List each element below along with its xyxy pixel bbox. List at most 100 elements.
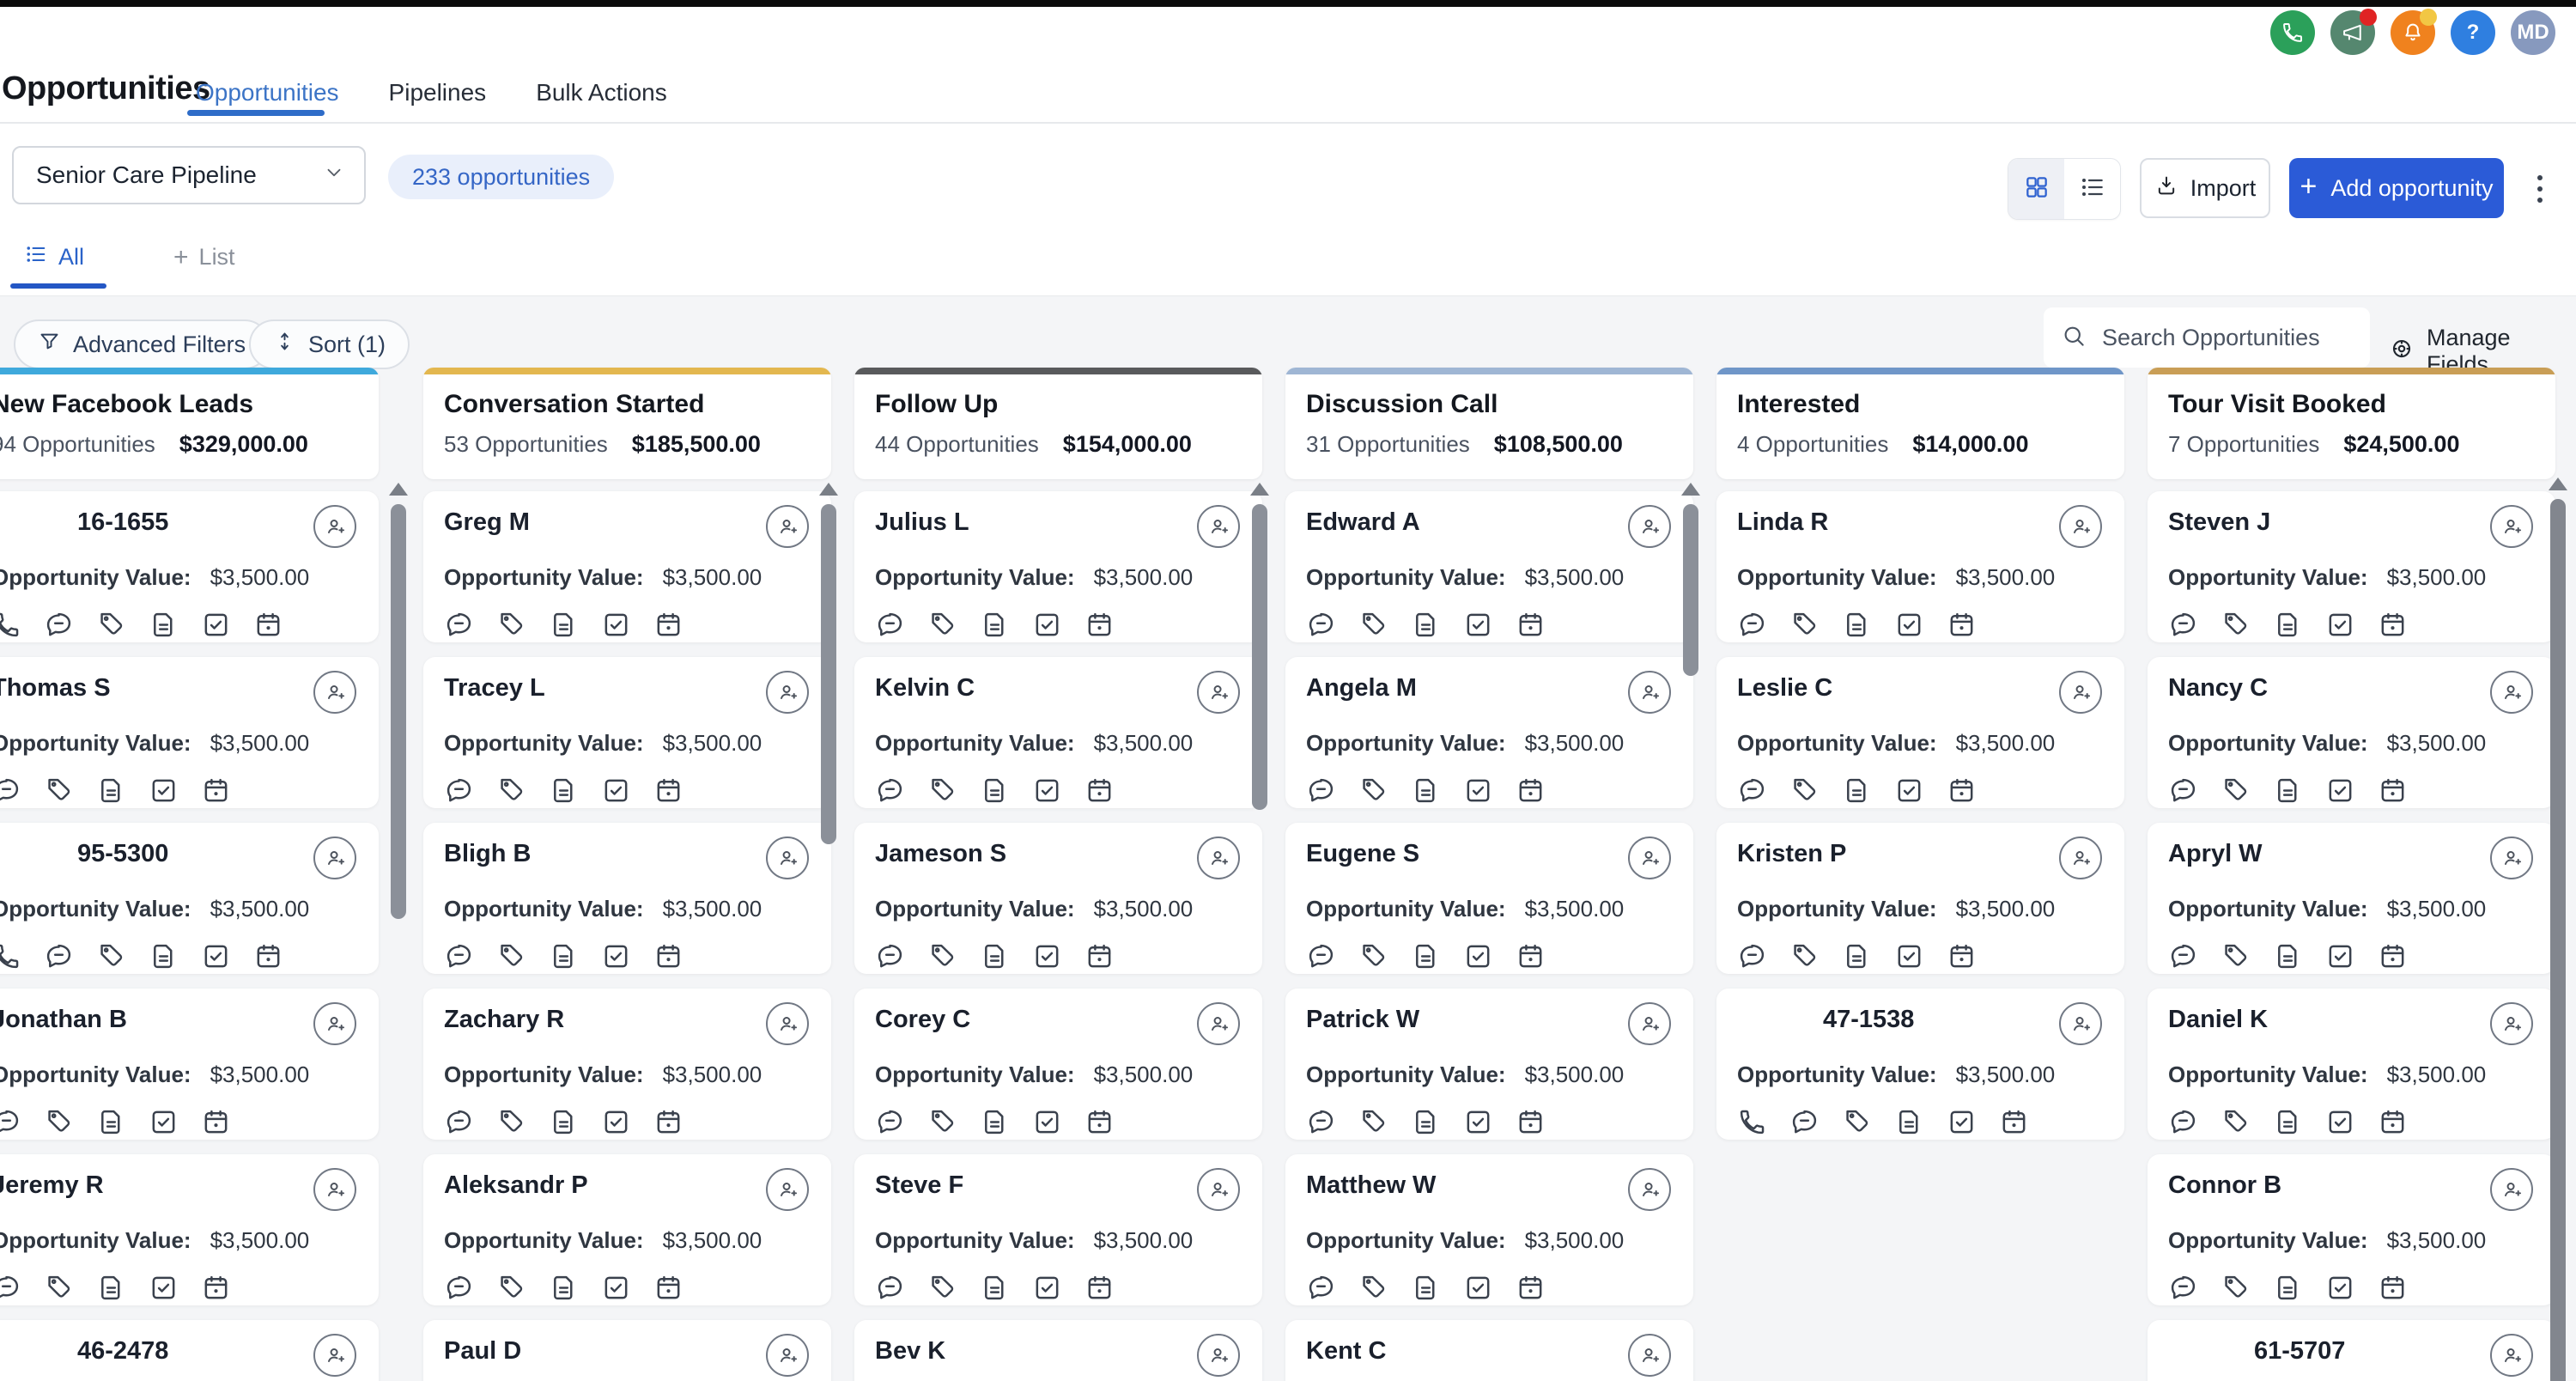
tag-icon[interactable] bbox=[1789, 776, 1820, 806]
opportunity-card[interactable]: Apryl W Opportunity Value: $3,500.00 bbox=[2148, 823, 2555, 974]
scroll-up-arrow[interactable] bbox=[1250, 483, 1269, 496]
tag-icon[interactable] bbox=[927, 1273, 957, 1303]
tag-icon[interactable] bbox=[44, 776, 74, 806]
assign-owner-button[interactable] bbox=[313, 671, 356, 714]
assign-owner-button[interactable] bbox=[1197, 837, 1240, 879]
opportunity-card[interactable]: Patrick W Opportunity Value: $3,500.00 bbox=[1285, 989, 1693, 1140]
task-icon[interactable] bbox=[1032, 610, 1062, 640]
task-icon[interactable] bbox=[1032, 1107, 1062, 1137]
calendar-icon[interactable] bbox=[201, 1107, 231, 1137]
task-icon[interactable] bbox=[1894, 776, 1924, 806]
task-icon[interactable] bbox=[601, 776, 631, 806]
task-icon[interactable] bbox=[601, 1273, 631, 1303]
note-icon[interactable] bbox=[96, 1273, 126, 1303]
bell-circle-button[interactable] bbox=[2391, 9, 2437, 55]
opportunity-card[interactable]: 95-5300 Opportunity Value: $3,500.00 bbox=[0, 823, 379, 974]
opportunity-card[interactable]: 61-5707Opportunity Value:$3,500.00 bbox=[2148, 1320, 2555, 1381]
opportunity-card[interactable]: Kelvin C Opportunity Value: $3,500.00 bbox=[854, 657, 1262, 808]
note-icon[interactable] bbox=[980, 1273, 1010, 1303]
advanced-filters-button[interactable]: Advanced Filters bbox=[14, 319, 270, 369]
scrollbar-thumb[interactable] bbox=[821, 504, 836, 844]
scroll-up-arrow[interactable] bbox=[389, 483, 408, 496]
avatar-circle-button[interactable]: MD bbox=[2511, 10, 2555, 55]
tag-icon[interactable] bbox=[927, 941, 957, 971]
opportunity-card[interactable]: Leslie C Opportunity Value: $3,500.00 bbox=[1716, 657, 2124, 808]
tag-icon[interactable] bbox=[927, 776, 957, 806]
opportunity-card[interactable]: Julius L Opportunity Value: $3,500.00 bbox=[854, 491, 1262, 642]
add-opportunity-button[interactable]: + Add opportunity bbox=[2289, 158, 2504, 218]
column-scrollbar[interactable] bbox=[1681, 483, 1700, 676]
opportunity-card[interactable]: Paul DOpportunity Value:$3,500.00 bbox=[423, 1320, 831, 1381]
sms-icon[interactable] bbox=[1737, 776, 1767, 806]
sms-icon[interactable] bbox=[1306, 776, 1336, 806]
note-icon[interactable] bbox=[2273, 1107, 2303, 1137]
task-icon[interactable] bbox=[201, 610, 231, 640]
calendar-icon[interactable] bbox=[1999, 1107, 2029, 1137]
sms-icon[interactable] bbox=[1789, 1107, 1820, 1137]
calendar-icon[interactable] bbox=[201, 776, 231, 806]
note-icon[interactable] bbox=[549, 610, 579, 640]
opportunity-card[interactable]: Thomas S Opportunity Value: $3,500.00 bbox=[0, 657, 379, 808]
tag-icon[interactable] bbox=[2221, 1107, 2251, 1137]
opportunity-card[interactable]: Matthew W Opportunity Value: $3,500.00 bbox=[1285, 1154, 1693, 1305]
assign-owner-button[interactable] bbox=[313, 1334, 356, 1377]
calendar-icon[interactable] bbox=[2378, 1273, 2408, 1303]
assign-owner-button[interactable] bbox=[1197, 1002, 1240, 1045]
calendar-icon[interactable] bbox=[2378, 610, 2408, 640]
calendar-icon[interactable] bbox=[1084, 776, 1115, 806]
assign-owner-button[interactable] bbox=[1628, 671, 1671, 714]
opportunity-card[interactable]: Jonathan B Opportunity Value: $3,500.00 bbox=[0, 989, 379, 1140]
assign-owner-button[interactable] bbox=[2059, 1002, 2102, 1045]
task-icon[interactable] bbox=[1463, 610, 1493, 640]
opportunity-card[interactable]: 16-1655 Opportunity Value: $3,500.00 bbox=[0, 491, 379, 642]
sms-icon[interactable] bbox=[444, 941, 474, 971]
sms-icon[interactable] bbox=[1306, 1273, 1336, 1303]
sms-icon[interactable] bbox=[2168, 1273, 2198, 1303]
task-icon[interactable] bbox=[149, 1107, 179, 1137]
note-icon[interactable] bbox=[2273, 776, 2303, 806]
sms-icon[interactable] bbox=[1737, 610, 1767, 640]
task-icon[interactable] bbox=[601, 610, 631, 640]
assign-owner-button[interactable] bbox=[1628, 1168, 1671, 1211]
assign-owner-button[interactable] bbox=[2490, 671, 2533, 714]
task-icon[interactable] bbox=[2325, 1107, 2355, 1137]
assign-owner-button[interactable] bbox=[2059, 671, 2102, 714]
calendar-icon[interactable] bbox=[1947, 776, 1977, 806]
tag-icon[interactable] bbox=[496, 1107, 526, 1137]
tab-opportunities[interactable]: Opportunities bbox=[196, 79, 339, 106]
assign-owner-button[interactable] bbox=[766, 505, 809, 548]
tag-icon[interactable] bbox=[1358, 610, 1388, 640]
task-icon[interactable] bbox=[1894, 941, 1924, 971]
megaphone-circle-button[interactable] bbox=[2330, 9, 2377, 55]
column-scrollbar[interactable] bbox=[1250, 483, 1269, 810]
task-icon[interactable] bbox=[2325, 610, 2355, 640]
sms-icon[interactable] bbox=[444, 776, 474, 806]
sms-icon[interactable] bbox=[44, 610, 74, 640]
tag-icon[interactable] bbox=[496, 610, 526, 640]
note-icon[interactable] bbox=[1842, 610, 1872, 640]
sms-icon[interactable] bbox=[2168, 610, 2198, 640]
opportunity-card[interactable]: Nancy C Opportunity Value: $3,500.00 bbox=[2148, 657, 2555, 808]
note-icon[interactable] bbox=[1411, 1273, 1441, 1303]
sms-icon[interactable] bbox=[1306, 941, 1336, 971]
task-icon[interactable] bbox=[1032, 776, 1062, 806]
opportunity-card[interactable]: Bligh B Opportunity Value: $3,500.00 bbox=[423, 823, 831, 974]
sms-icon[interactable] bbox=[875, 776, 905, 806]
tag-icon[interactable] bbox=[2221, 941, 2251, 971]
calendar-icon[interactable] bbox=[653, 610, 683, 640]
scroll-up-arrow[interactable] bbox=[2549, 478, 2567, 490]
note-icon[interactable] bbox=[1842, 941, 1872, 971]
assign-owner-button[interactable] bbox=[766, 1002, 809, 1045]
sms-icon[interactable] bbox=[2168, 1107, 2198, 1137]
list-view-button[interactable] bbox=[2064, 159, 2120, 219]
sms-icon[interactable] bbox=[2168, 776, 2198, 806]
view-tab-all[interactable]: All bbox=[24, 242, 84, 272]
sms-icon[interactable] bbox=[2168, 941, 2198, 971]
assign-owner-button[interactable] bbox=[313, 505, 356, 548]
task-icon[interactable] bbox=[2325, 1273, 2355, 1303]
calendar-icon[interactable] bbox=[2378, 941, 2408, 971]
import-button[interactable]: Import bbox=[2140, 158, 2270, 218]
calendar-icon[interactable] bbox=[1084, 1273, 1115, 1303]
assign-owner-button[interactable] bbox=[313, 837, 356, 879]
